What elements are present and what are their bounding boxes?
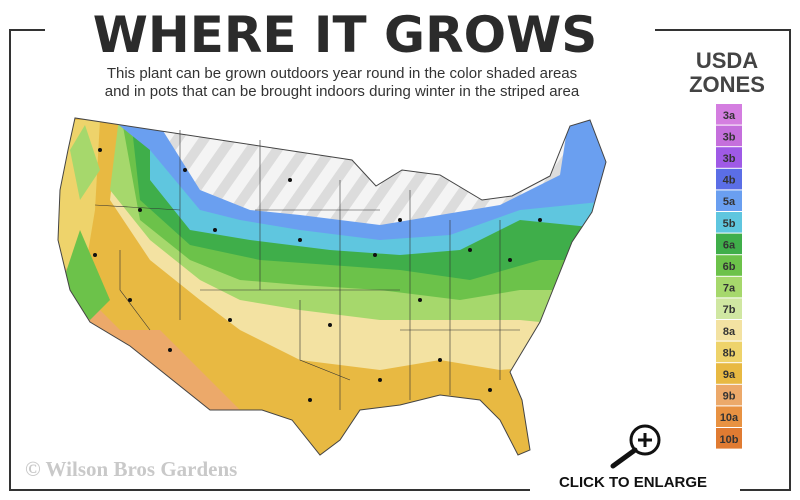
enlarge-button[interactable]: CLICK TO ENLARGE xyxy=(559,424,707,491)
zone-label: 8a xyxy=(723,326,736,338)
zone-swatch xyxy=(716,298,742,319)
zone-label: 5a xyxy=(723,196,736,208)
zone-swatch xyxy=(716,406,742,427)
zone-swatch xyxy=(716,104,742,125)
zone-map xyxy=(58,118,606,455)
zone-swatch xyxy=(716,212,742,233)
zone-swatch xyxy=(716,428,742,449)
zone-swatch xyxy=(716,320,742,341)
description: This plant can be grown outdoors year ro… xyxy=(107,65,577,82)
button-label[interactable]: CLICK TO ENLARGE xyxy=(559,474,707,491)
zone-swatch xyxy=(716,168,742,190)
zone-label: 3a xyxy=(723,110,736,122)
city-dots xyxy=(93,148,542,402)
zone-label: 3b xyxy=(723,131,736,143)
zone-swatch xyxy=(716,190,742,211)
us-outline xyxy=(57,117,607,456)
zone-swatch xyxy=(716,384,742,406)
zone-label: 7a xyxy=(723,283,736,295)
zone-label: 9b xyxy=(723,391,736,403)
legend: 3a 3b 3b 4b 5a 5b 6a 6b 7a 7b 8a 8b 9a 9b 10a 10b xyxy=(716,104,742,449)
zone-swatch xyxy=(716,276,742,298)
zone-label: 10b xyxy=(720,434,739,446)
zone-label: 8b xyxy=(723,347,736,359)
title: WHERE IT GROWS xyxy=(93,6,598,64)
zone-swatch xyxy=(716,147,742,168)
frame xyxy=(9,29,791,491)
zone-label: 6a xyxy=(723,239,736,251)
legend-title: USDA xyxy=(696,48,758,73)
legend-title: ZONES xyxy=(689,72,765,97)
zone-swatch xyxy=(716,341,742,363)
zone-swatch xyxy=(716,233,742,255)
zone-label: 6b xyxy=(723,261,736,273)
zone-swatch xyxy=(716,363,742,384)
zone-swatch xyxy=(716,255,742,276)
zone-label: 7b xyxy=(723,304,736,316)
watermark: © Wilson Bros Gardens xyxy=(25,457,237,481)
state-lines xyxy=(94,130,520,410)
description: and in pots that can be brought indoors … xyxy=(105,83,580,100)
zone-swatch xyxy=(716,125,742,147)
zone-label: 5b xyxy=(723,218,736,230)
zone-label: 4b xyxy=(723,175,736,187)
zone-label: 10a xyxy=(720,412,739,424)
zone-label: 9a xyxy=(723,369,736,381)
zone-label: 3b xyxy=(723,153,736,165)
